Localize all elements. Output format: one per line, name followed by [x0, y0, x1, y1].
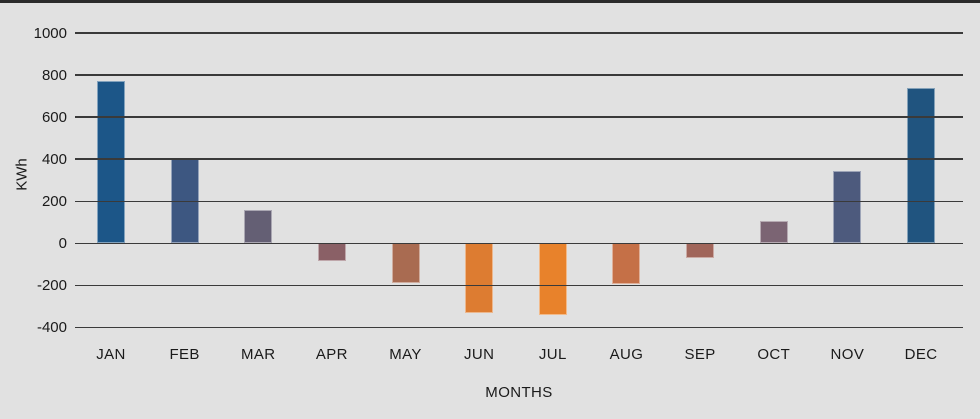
y-tick-label-1000: 1000 — [33, 24, 67, 42]
bar-mar — [244, 209, 273, 244]
y-tick-label--400: -400 — [36, 319, 67, 336]
y-tick-label-800: 800 — [41, 66, 67, 84]
bar-sep — [686, 243, 715, 259]
x-tick-label-jan: JAN — [96, 346, 126, 363]
gridline-400 — [75, 158, 963, 160]
bar-dec — [907, 87, 936, 244]
gridline-0 — [75, 242, 963, 245]
x-tick-label-aug: AUG — [609, 346, 644, 363]
bar-may — [391, 243, 420, 284]
x-tick-label-sep: SEP — [684, 346, 716, 363]
gridline--400 — [75, 326, 963, 329]
x-tick-label-jun: JUN — [464, 346, 495, 363]
x-tick-label-mar: MAR — [240, 346, 276, 363]
x-tick-label-apr: APR — [315, 346, 348, 363]
x-tick-label-dec: DEC — [904, 346, 938, 363]
top-border — [0, 0, 980, 3]
y-tick-label-0: 0 — [58, 234, 67, 252]
x-tick-label-may: MAY — [389, 346, 422, 363]
bar-aug — [612, 243, 641, 285]
bar-nov — [833, 170, 862, 244]
gridline--200 — [75, 284, 963, 287]
bar-apr — [317, 243, 346, 262]
x-tick-label-nov: NOV — [830, 346, 865, 363]
x-tick-label-feb: FEB — [169, 346, 200, 363]
bar-jun — [465, 243, 494, 313]
gridline-1000 — [75, 32, 963, 34]
bar-oct — [759, 221, 788, 244]
x-axis-title: MONTHS — [485, 384, 553, 401]
y-tick-label--200: -200 — [36, 276, 67, 294]
gridline-800 — [75, 74, 963, 76]
bar-jul — [538, 243, 567, 315]
y-tick-label-600: 600 — [41, 108, 67, 126]
bar-jan — [97, 81, 125, 244]
y-tick-label-400: 400 — [41, 150, 67, 168]
y-tick-label-200: 200 — [41, 192, 67, 210]
x-tick-label-jul: JUL — [538, 346, 567, 363]
gridline-200 — [75, 200, 963, 203]
gridline-600 — [75, 116, 963, 118]
x-tick-label-oct: OCT — [757, 346, 791, 363]
